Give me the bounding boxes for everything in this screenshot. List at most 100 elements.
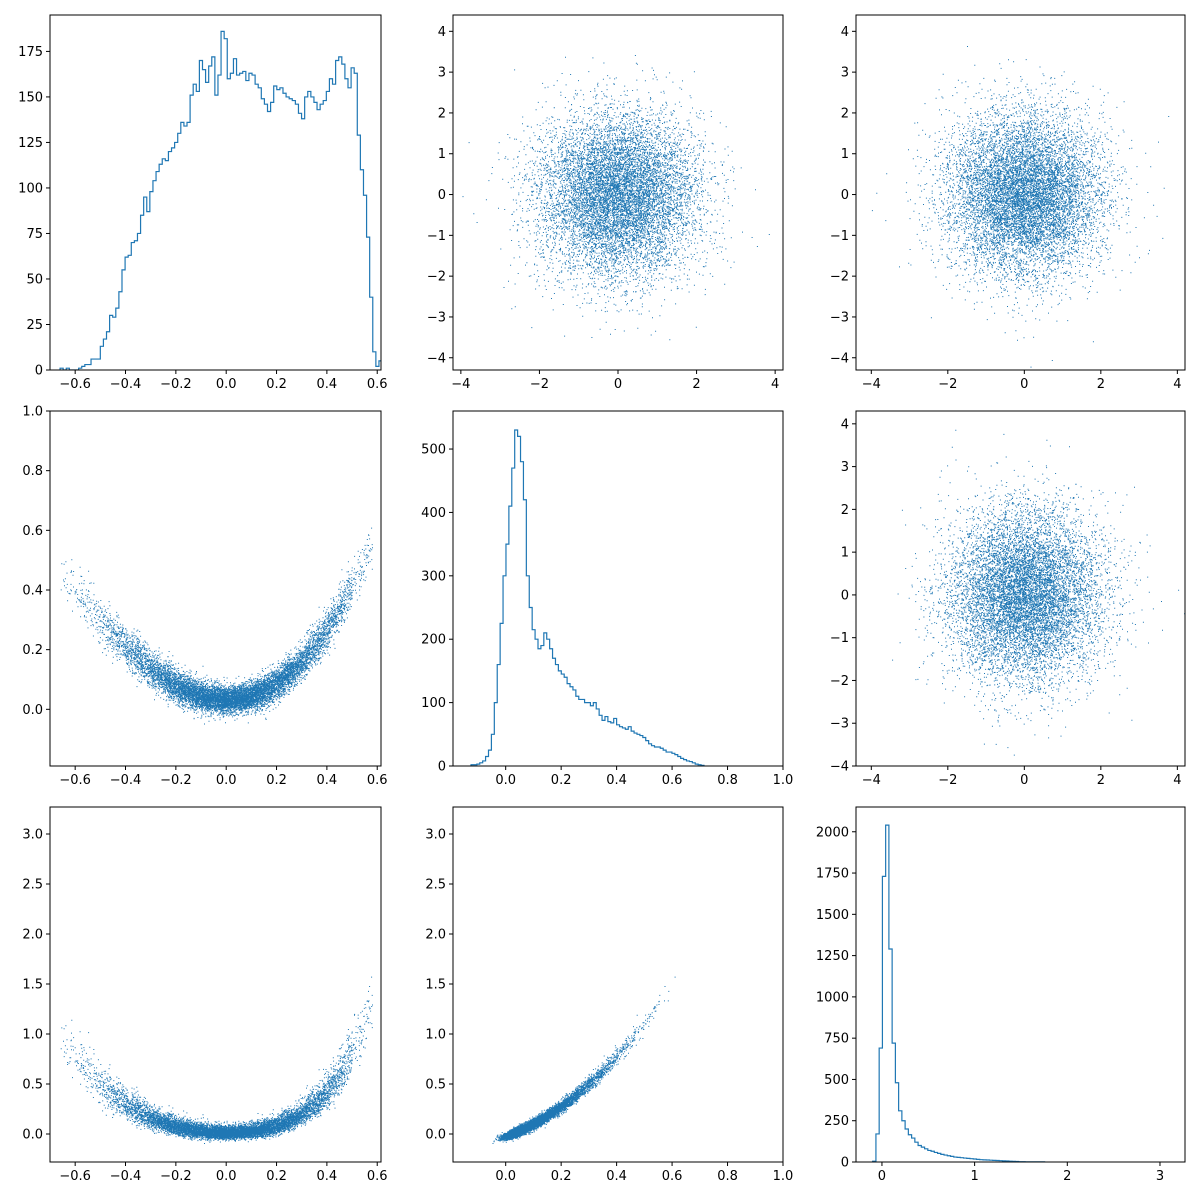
y-tick-label: 125 <box>18 136 43 151</box>
y-tick-label: 200 <box>421 633 446 648</box>
plot-area <box>892 429 1185 756</box>
y-tick-label: 1.0 <box>22 1028 43 1043</box>
scatter-points <box>462 55 770 341</box>
y-tick-label: 2 <box>841 106 849 121</box>
plot-area <box>470 429 705 766</box>
y-tick-label: 1 <box>841 147 849 162</box>
x-tick-label: 4 <box>1173 377 1181 392</box>
y-tick-label: 0 <box>438 188 446 203</box>
y-tick-label: −2 <box>830 674 849 689</box>
x-tick-label: 0.4 <box>606 773 627 788</box>
y-tick-label: 1250 <box>816 949 849 964</box>
axes-frame <box>452 14 784 371</box>
y-tick-label: 3.0 <box>425 828 446 843</box>
axes-frame <box>452 806 784 1163</box>
y-tick-label: 1 <box>841 546 849 561</box>
x-tick-label: −2 <box>938 773 957 788</box>
x-tick-label: −4 <box>862 773 881 788</box>
y-tick-label: 1.0 <box>425 1028 446 1043</box>
x-tick-label: 0.2 <box>266 377 287 392</box>
x-tick-label: 2 <box>1097 773 1105 788</box>
x-tick-label: −4 <box>451 377 470 392</box>
y-tick-label: 300 <box>421 569 446 584</box>
plot-area <box>871 46 1170 368</box>
x-tick-label: 0.6 <box>367 1169 388 1184</box>
axes-frame <box>49 806 382 1163</box>
y-tick-label: −3 <box>830 717 849 732</box>
x-tick-label: 1.0 <box>773 773 794 788</box>
x-tick-label: 0.4 <box>317 773 338 788</box>
panel-p11: −0.6 −0.4 −0.2 0.0 0.2 0.4 0.6 0 25 50 75 100 125 150… <box>18 14 388 392</box>
y-tick-label: 1.5 <box>425 978 446 993</box>
y-tick-label: 50 <box>26 272 43 287</box>
x-tick-label: 3 <box>1156 1169 1164 1184</box>
x-tick-label: −0.6 <box>59 773 91 788</box>
y-tick-label: 0 <box>841 588 849 603</box>
plot-area <box>492 976 676 1144</box>
y-tick-label: 3 <box>841 66 849 81</box>
x-tick-label: −0.4 <box>110 773 142 788</box>
y-tick-label: 2000 <box>816 825 849 840</box>
y-tick-label: 500 <box>421 443 446 458</box>
y-tick-label: −4 <box>830 351 849 366</box>
panel-p22: 0.0 0.2 0.4 0.6 0.8 1.0 0 100 200 300 400 500 <box>421 410 794 788</box>
x-tick-label: −0.6 <box>59 1169 91 1184</box>
x-tick-label: 0 <box>614 377 622 392</box>
plot-area <box>60 976 373 1144</box>
scatter-points <box>892 429 1185 756</box>
y-tick-label: 0.0 <box>425 1128 446 1143</box>
x-tick-label: −0.2 <box>160 377 192 392</box>
y-tick-label: 0.0 <box>22 703 43 718</box>
scatter-points <box>60 527 373 725</box>
plot-area <box>462 55 770 341</box>
panel-p12: −4 −2 0 2 4 −4 −3 −2 −1 0 1 2 3 4 <box>427 14 784 392</box>
x-tick-label: 0 <box>1020 773 1028 788</box>
scatter-points <box>492 976 676 1144</box>
x-tick-label: −4 <box>862 377 881 392</box>
y-tick-label: −1 <box>830 229 849 244</box>
y-tick-label: −3 <box>830 310 849 325</box>
y-tick-label: 0.5 <box>425 1078 446 1093</box>
x-tick-label: 1 <box>970 1169 978 1184</box>
x-tick-label: −2 <box>938 377 957 392</box>
y-tick-label: 2 <box>438 106 446 121</box>
y-tick-label: −4 <box>830 760 849 775</box>
panel-p21: −0.6 −0.4 −0.2 0.0 0.2 0.4 0.6 0.0 0.2 0.4 0.6 0.8 1… <box>22 405 387 789</box>
x-tick-label: −2 <box>530 377 549 392</box>
histogram-step-line <box>470 429 705 766</box>
scatter-points <box>60 976 373 1144</box>
y-tick-label: 2.5 <box>22 878 43 893</box>
y-tick-label: 1000 <box>816 990 849 1005</box>
y-tick-label: 1 <box>438 147 446 162</box>
y-tick-label: −1 <box>427 229 446 244</box>
y-tick-label: 2.5 <box>425 878 446 893</box>
y-tick-label: 75 <box>26 227 43 242</box>
y-tick-label: 3 <box>438 66 446 81</box>
axes-frame <box>49 14 382 371</box>
x-tick-label: −0.4 <box>110 1169 142 1184</box>
y-tick-label: 0 <box>438 760 446 775</box>
scatter-points <box>871 46 1170 368</box>
y-tick-label: 500 <box>824 1073 849 1088</box>
y-tick-label: 25 <box>26 318 43 333</box>
x-tick-label: 1.0 <box>773 1169 794 1184</box>
axes-frame <box>855 410 1186 767</box>
y-tick-label: 400 <box>421 506 446 521</box>
x-tick-label: 0.0 <box>495 773 516 788</box>
x-tick-label: 2 <box>692 377 700 392</box>
panel-p31: −0.6 −0.4 −0.2 0.0 0.2 0.4 0.6 0.0 0.5 1.0 1.5 2.0 2… <box>22 806 388 1184</box>
x-tick-label: 0.0 <box>495 1169 516 1184</box>
y-tick-label: 3 <box>841 460 849 475</box>
y-tick-label: 1.0 <box>22 405 43 420</box>
panel-p32: 0.0 0.2 0.4 0.6 0.8 1.0 0.0 0.5 1.0 1.5 2.0 2.5 3.0 <box>425 806 794 1184</box>
x-tick-label: 4 <box>771 377 779 392</box>
plot-area <box>59 30 381 370</box>
y-tick-label: −4 <box>427 351 446 366</box>
x-tick-label: −0.4 <box>110 377 142 392</box>
y-tick-label: 2 <box>841 503 849 518</box>
y-tick-label: −1 <box>830 631 849 646</box>
y-tick-label: 750 <box>824 1032 849 1047</box>
x-tick-label: 0.2 <box>266 773 287 788</box>
x-tick-label: 0.0 <box>216 377 237 392</box>
